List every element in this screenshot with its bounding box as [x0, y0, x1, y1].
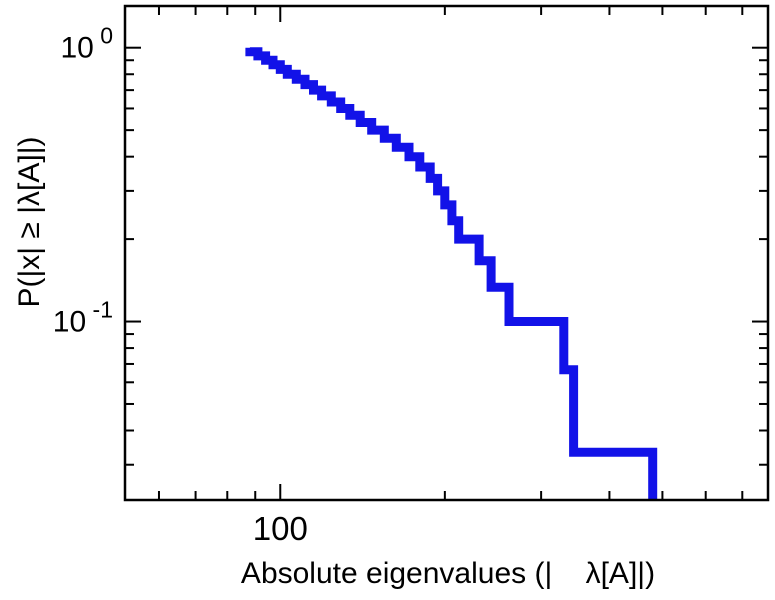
- ccdf-step-line: [245, 47, 658, 500]
- y-tick-label-1: 10 -1: [53, 297, 113, 339]
- plot-border: [123, 4, 770, 502]
- x-axis-label: Absolute eigenvalues (| λ[A]|): [240, 557, 656, 590]
- y-axis-label: P(|x| ≥ |λ[A]|): [13, 136, 46, 308]
- x-tick-label-0: 100: [253, 510, 308, 547]
- y-tick-label-0: 10 0: [60, 23, 113, 65]
